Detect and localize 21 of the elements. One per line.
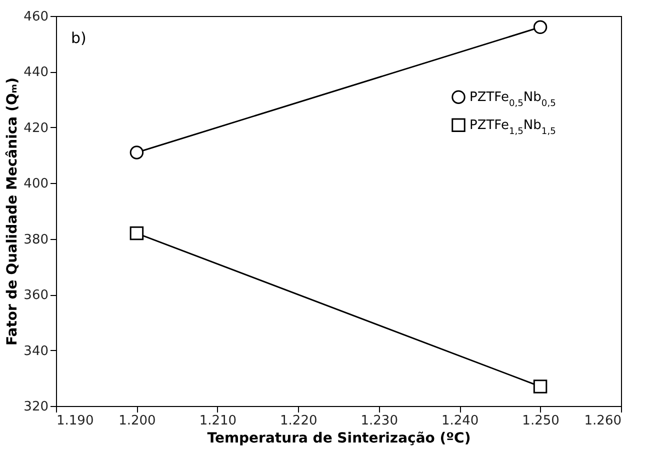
- y-tick-label: 360: [24, 288, 48, 304]
- x-tick-label: 1.210: [199, 414, 237, 428]
- y-tick-label: 440: [24, 65, 48, 80]
- x-tick-label: 1.240: [441, 414, 479, 428]
- y-tick-label: 380: [24, 232, 48, 248]
- legend-label: PZTFe$_{1,5}$Nb$_{1,5}$: [470, 118, 556, 138]
- y-tick-label: 400: [24, 176, 48, 192]
- annotation: b): [71, 29, 86, 47]
- legend-label: PZTFe$_{0,5}$Nb$_{0,5}$: [470, 90, 556, 110]
- x-tick-label: 1.230: [360, 414, 398, 428]
- x-tick-label: 1.220: [280, 414, 318, 428]
- x-axis-title: Temperatura de Sinterização (ºC): [207, 430, 471, 446]
- y-tick-label: 340: [24, 344, 48, 359]
- y-tick-label: 420: [24, 120, 48, 136]
- x-tick-label: 1.200: [118, 414, 156, 428]
- x-tick-label: 1.190: [56, 414, 94, 428]
- x-tick-label: 1.260: [584, 414, 622, 428]
- y-tick-label: 460: [24, 10, 48, 24]
- y-tick-label: 320: [24, 400, 48, 414]
- x-tick-label: 1.250: [522, 414, 560, 428]
- y-axis-title: Fator de Qualidade Mecânica (Qₘ): [4, 78, 21, 346]
